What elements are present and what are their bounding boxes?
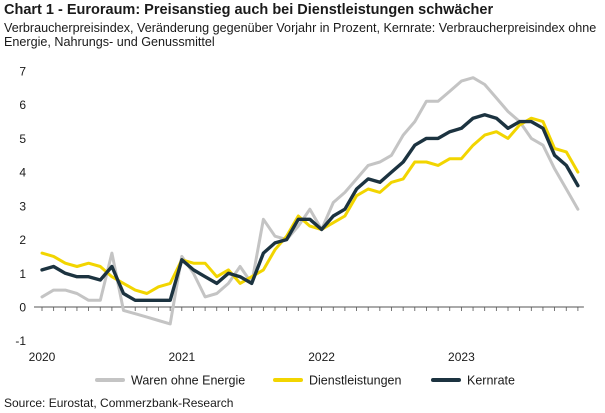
y-tick-label: 1 <box>19 267 26 281</box>
legend-label-2: Dienstleistungen <box>309 374 401 388</box>
chart-subtitle: Verbraucherpreisindex, Veränderung gegen… <box>4 21 597 49</box>
x-tick-label: 2022 <box>308 350 335 364</box>
legend-label-1: Waren ohne Energie <box>131 374 245 388</box>
y-tick-label: 6 <box>19 98 26 112</box>
series-line-2 <box>40 116 580 295</box>
series-line-3 <box>40 113 580 302</box>
series-lines <box>40 76 580 326</box>
y-tick-label: 0 <box>19 301 26 315</box>
x-tick-label: 2020 <box>29 350 56 364</box>
y-tick-label: 5 <box>19 132 26 146</box>
x-tick-label: 2023 <box>448 350 475 364</box>
y-tick-label: 2 <box>19 233 26 247</box>
y-tick-label: 3 <box>19 199 26 213</box>
legend-label-3: Kernrate <box>467 374 515 388</box>
y-tick-label: 4 <box>19 166 26 180</box>
source-note: Source: Eurostat, Commerzbank-Research <box>4 396 234 410</box>
legend: Waren ohne Energie Dienstleistungen Kernra… <box>95 374 515 388</box>
chart-title: Chart 1 - Euroraum: Preisanstieg auch be… <box>4 2 494 18</box>
y-axis: -1 0 1 2 3 4 5 6 7 <box>15 65 26 349</box>
y-tick-label: -1 <box>15 334 26 348</box>
x-tick-label: 2021 <box>168 350 195 364</box>
x-axis: 2020 2021 2022 2023 <box>29 306 584 364</box>
y-tick-label: 7 <box>19 65 26 79</box>
series-line-1 <box>40 76 580 326</box>
